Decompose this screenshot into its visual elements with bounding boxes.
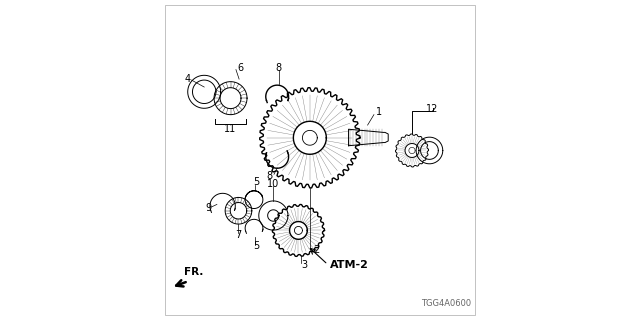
Text: 1: 1 (376, 108, 381, 117)
Text: TGG4A0600: TGG4A0600 (420, 300, 470, 308)
Text: 4: 4 (185, 74, 191, 84)
Text: 8: 8 (266, 171, 272, 181)
Text: 3: 3 (301, 260, 307, 270)
Text: 8: 8 (276, 63, 282, 73)
Text: 6: 6 (237, 63, 244, 73)
Text: 5: 5 (253, 241, 260, 251)
Text: 2: 2 (314, 245, 320, 255)
Text: 11: 11 (225, 124, 237, 134)
Text: 7: 7 (236, 229, 241, 240)
Text: ATM-2: ATM-2 (330, 260, 369, 270)
Text: 10: 10 (268, 179, 280, 189)
Text: 9: 9 (205, 203, 211, 213)
Text: FR.: FR. (184, 267, 204, 277)
Text: 5: 5 (253, 177, 260, 187)
Text: 12: 12 (426, 104, 439, 114)
